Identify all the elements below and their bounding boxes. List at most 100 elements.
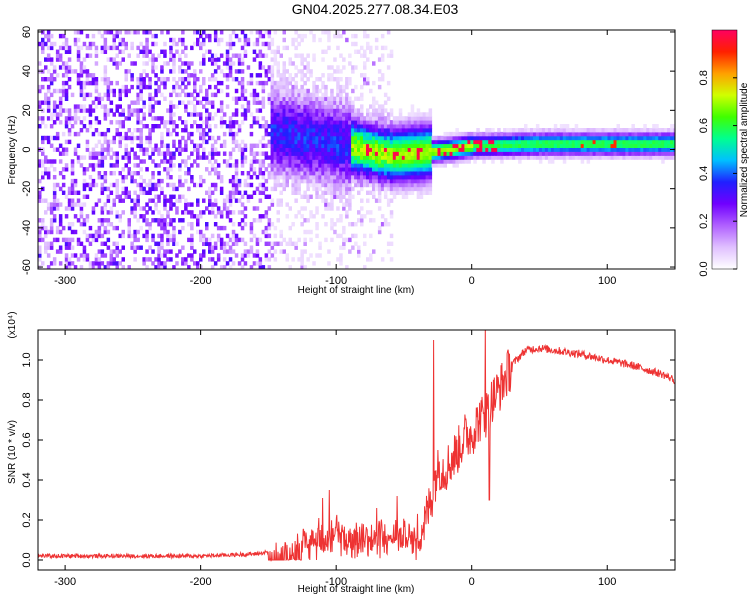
heatmap-cell bbox=[151, 108, 155, 113]
heatmap-cell bbox=[574, 131, 579, 137]
heatmap-cell bbox=[497, 131, 501, 137]
heatmap-cell bbox=[300, 77, 304, 82]
heatmap-cell bbox=[360, 151, 364, 156]
heatmap-cell bbox=[312, 116, 316, 121]
heatmap-cell bbox=[589, 147, 594, 152]
heatmap-cell bbox=[446, 131, 450, 137]
heatmap-cell bbox=[538, 147, 543, 152]
heatmap-cell bbox=[270, 77, 275, 82]
heatmap-cell bbox=[398, 178, 403, 184]
heatmap-cell bbox=[324, 202, 328, 207]
heatmap-cell bbox=[655, 147, 659, 152]
heatmap-cell bbox=[187, 222, 191, 227]
heatmap-cell bbox=[455, 151, 459, 156]
heatmap-cell bbox=[386, 167, 391, 172]
heatmap-cell bbox=[485, 147, 489, 152]
heatmap-cell bbox=[79, 84, 84, 90]
heatmap-cell bbox=[634, 143, 638, 148]
heatmap-cell bbox=[151, 261, 155, 266]
heatmap-cell bbox=[377, 225, 382, 231]
heatmap-cell bbox=[300, 131, 304, 137]
heatmap-cell bbox=[538, 155, 543, 160]
heatmap-cell bbox=[306, 171, 310, 176]
heatmap-cell bbox=[124, 73, 128, 78]
heatmap-cell bbox=[383, 151, 388, 156]
heatmap-cell bbox=[333, 131, 337, 137]
heatmap-cell bbox=[133, 61, 137, 66]
heatmap-cell bbox=[294, 120, 298, 125]
heatmap-cell bbox=[121, 135, 125, 141]
heatmap-cell bbox=[237, 61, 242, 66]
heatmap-cell bbox=[46, 37, 51, 43]
heatmap-cell bbox=[94, 143, 99, 148]
heatmap-cell bbox=[503, 135, 507, 141]
heatmap-cell bbox=[210, 206, 215, 211]
heatmap-cell bbox=[461, 151, 465, 156]
heatmap-cell bbox=[559, 151, 564, 156]
heatmap-cell bbox=[345, 159, 349, 164]
heatmap-cell bbox=[401, 163, 406, 168]
heatmap-cell bbox=[252, 218, 257, 223]
heatmap-cell bbox=[357, 135, 361, 141]
heatmap-cell bbox=[336, 104, 340, 109]
heatmap-cell bbox=[327, 37, 331, 43]
heatmap-cell bbox=[565, 131, 570, 137]
heatmap-cell bbox=[455, 143, 459, 148]
heatmap-cell bbox=[154, 124, 158, 129]
heatmap-cell bbox=[249, 73, 254, 78]
heatmap-cell bbox=[377, 163, 382, 168]
heatmap-cell bbox=[136, 171, 140, 176]
heatmap-cell bbox=[264, 186, 269, 192]
heatmap-cell bbox=[133, 151, 137, 156]
heatmap-cell bbox=[44, 210, 48, 215]
heatmap-cell bbox=[41, 159, 45, 164]
heatmap-cell bbox=[303, 92, 307, 98]
heatmap-cell bbox=[160, 77, 164, 82]
heatmap-cell bbox=[294, 108, 298, 113]
heatmap-cell bbox=[524, 147, 528, 152]
heatmap-cell bbox=[336, 112, 340, 117]
heatmap-cell bbox=[49, 77, 54, 82]
heatmap-cell bbox=[318, 171, 322, 176]
heatmap-cell bbox=[228, 163, 233, 168]
heatmap-cell bbox=[70, 190, 75, 195]
heatmap-cell bbox=[58, 202, 63, 207]
heatmap-cell bbox=[407, 116, 412, 121]
heatmap-cell bbox=[357, 163, 361, 168]
heatmap-cell bbox=[348, 120, 352, 125]
heatmap-cell bbox=[136, 182, 140, 188]
heatmap-cell bbox=[264, 120, 269, 125]
heatmap-cell bbox=[55, 206, 60, 211]
heatmap-cell bbox=[231, 41, 236, 47]
heatmap-cell bbox=[52, 112, 57, 117]
heatmap-cell bbox=[294, 139, 298, 145]
heatmap-cell bbox=[443, 143, 447, 148]
heatmap-cell bbox=[339, 77, 343, 82]
heatmap-cell bbox=[300, 96, 304, 101]
heatmap-cell bbox=[339, 257, 343, 262]
heatmap-cell bbox=[300, 73, 304, 78]
heatmap-cell bbox=[196, 143, 200, 148]
heatmap-cell bbox=[41, 100, 45, 105]
heatmap-cell bbox=[228, 73, 233, 78]
heatmap-cell bbox=[285, 108, 289, 113]
heatmap-cell bbox=[46, 33, 51, 39]
heatmap-cell bbox=[121, 229, 125, 235]
heatmap-cell bbox=[315, 128, 319, 133]
heatmap-cell bbox=[52, 194, 57, 199]
heatmap-cell bbox=[413, 175, 418, 180]
heatmap-cell bbox=[297, 186, 301, 192]
heatmap-cell bbox=[276, 69, 280, 74]
heatmap-cell bbox=[172, 241, 176, 246]
heatmap-cell bbox=[85, 77, 90, 82]
heatmap-cell bbox=[553, 147, 558, 152]
spectrogram-x-label: Height of straight line (km) bbox=[298, 285, 415, 296]
heatmap-cell bbox=[297, 143, 301, 148]
heatmap-cell bbox=[243, 49, 248, 54]
heatmap-cell bbox=[285, 112, 289, 117]
heatmap-cell bbox=[333, 69, 337, 74]
heatmap-cell bbox=[324, 171, 328, 176]
heatmap-cell bbox=[369, 131, 373, 137]
heatmap-cell bbox=[297, 190, 301, 195]
snr-frame bbox=[37, 329, 676, 571]
